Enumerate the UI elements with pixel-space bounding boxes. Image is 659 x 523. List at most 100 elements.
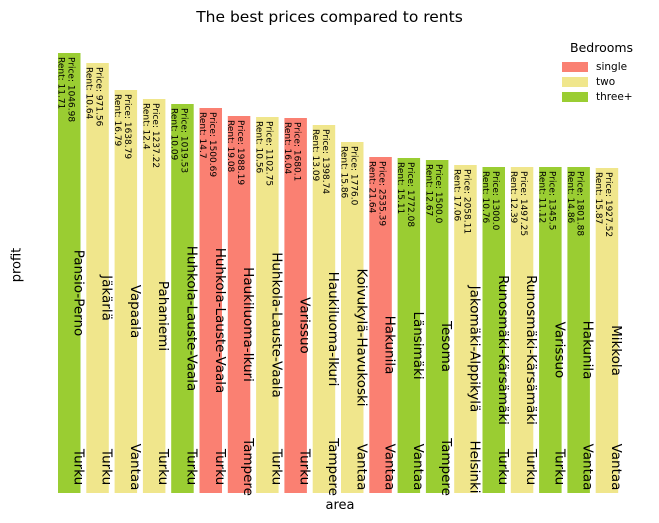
price-label: Price: 1300.0 xyxy=(490,171,500,231)
bar xyxy=(86,63,109,493)
legend-item: single xyxy=(562,59,652,74)
bar-price-rent-label: Price: 1398.74Rent: 13.09 xyxy=(310,129,330,194)
price-label: Price: 1345.5 xyxy=(546,171,556,230)
bar-area-label: Mikkola xyxy=(608,325,624,376)
price-label: Price: 971.56 xyxy=(94,67,104,127)
bar-city-label: Vantaa xyxy=(608,444,624,491)
bar-city-label: Vantaa xyxy=(127,444,143,491)
price-label: Price: 1776.0 xyxy=(348,146,358,206)
bar-price-rent-label: Price: 1927.52Rent: 15.87 xyxy=(593,172,613,237)
price-label: Price: 1927.52 xyxy=(603,172,613,237)
bar xyxy=(567,167,590,493)
bar xyxy=(454,165,477,493)
rent-label: Rent: 17.06 xyxy=(452,169,462,222)
rent-label: Rent: 13.09 xyxy=(310,129,320,182)
bar-group: Price: 1345.5Rent: 11.12 Varissuo Turku xyxy=(536,167,567,493)
bar xyxy=(595,168,619,493)
bar xyxy=(58,53,81,493)
legend-item: two xyxy=(562,74,652,89)
rent-label: Rent: 21.64 xyxy=(367,161,377,214)
bar-city-label: Turku xyxy=(268,448,284,485)
rent-label: Rent: 16.79 xyxy=(112,94,122,147)
bar-area-label: Huhkola-Lauste-Vaala xyxy=(268,252,284,398)
price-label: Price: 1019.53 xyxy=(179,108,189,173)
bar-city-label: Vantaa xyxy=(580,444,596,491)
price-label: Price: 1102.75 xyxy=(263,121,273,186)
bar-city-label: Turku xyxy=(551,448,567,485)
bar-group: Price: 1237.22Rent: 12.4 Pahaniemi Turku xyxy=(140,99,171,493)
bar-area-label: Haukiluoma-Ikuri xyxy=(325,272,341,387)
price-label: Price: 1046.98 xyxy=(65,57,75,122)
bar-group: Price: 1500.0Rent: 12.67 Tesoma Tampere xyxy=(423,160,454,496)
price-label: Price: 2535.39 xyxy=(377,161,387,226)
bar-price-rent-label: Price: 1988.19Rent: 19.08 xyxy=(225,120,245,185)
bar-group: Price: 1772.08Rent: 15.11 Länsimäki Vantaa xyxy=(395,158,426,493)
bar-group: Price: 1927.52Rent: 15.87 Mikkola Vantaa xyxy=(593,168,624,493)
bar-city-label: Tampere xyxy=(325,437,341,496)
rent-label: Rent: 15.87 xyxy=(593,172,603,224)
bar-area-label: Jakomäki-Alppikylä xyxy=(466,285,482,413)
bar-price-rent-label: Price: 1345.5Rent: 11.12 xyxy=(536,171,556,230)
bar xyxy=(369,157,392,493)
price-label: Price: 1500.0 xyxy=(433,164,443,224)
rent-label: Rent: 16.04 xyxy=(282,122,292,175)
bar xyxy=(171,104,194,493)
rent-label: Rent: 14.86 xyxy=(565,171,575,224)
x-axis-label: area xyxy=(325,498,355,513)
bar-area-label: Hakunila xyxy=(382,316,398,375)
bar-price-rent-label: Price: 1680.1Rent: 16.04 xyxy=(282,122,302,181)
bar xyxy=(341,142,364,493)
bar-area-label: Hakunila xyxy=(580,321,596,380)
bar-area-label: Varissuo xyxy=(551,322,567,379)
bar xyxy=(397,158,421,493)
bar-price-rent-label: Price: 1046.98Rent: 11.71 xyxy=(55,57,75,122)
bar xyxy=(284,118,307,493)
bar-price-rent-label: Price: 1772.08Rent: 15.11 xyxy=(395,162,415,227)
bar-group: Price: 1638.79Rent: 16.79 Vapaala Vantaa xyxy=(112,90,143,493)
legend-item: three+ xyxy=(562,89,652,104)
price-label: Price: 1398.74 xyxy=(320,129,330,194)
rent-label: Rent: 12.4 xyxy=(140,103,150,150)
bar-group: Price: 1801.88Rent: 14.86 Hakunila Vantaa xyxy=(565,167,596,493)
bar-group: Price: 1500.69Rent: 14.7 Huhkola-Lauste-V… xyxy=(197,108,228,493)
bar xyxy=(142,99,166,493)
rent-label: Rent: 15.86 xyxy=(338,146,348,199)
bar-price-rent-label: Price: 1019.53Rent: 10.09 xyxy=(169,108,189,173)
price-label: Price: 1500.69 xyxy=(207,112,217,177)
bar-area-label: Jäkärlä xyxy=(99,274,115,321)
bar-city-label: Turku xyxy=(212,448,228,485)
bar-area-label: Runosmäki-Kärsämäki xyxy=(495,275,511,425)
legend-swatch-three-plus xyxy=(562,91,588,102)
price-label: Price: 1497.25 xyxy=(518,171,528,236)
bar-group: Price: 2058.11Rent: 17.06 Jakomäki-Alppik… xyxy=(452,165,482,494)
bar-price-rent-label: Price: 1638.79Rent: 16.79 xyxy=(112,94,132,159)
bar-group: Price: 1497.25Rent: 12.39 Runosmäki-Kärsä… xyxy=(508,167,539,493)
rent-label: Rent: 19.08 xyxy=(225,120,235,173)
bar-area-label: Pansio-Perno xyxy=(70,250,86,337)
chart-title: The best prices compared to rents xyxy=(196,8,463,26)
rent-label: Rent: 10.64 xyxy=(84,67,94,120)
bar xyxy=(199,108,222,493)
bar xyxy=(482,167,505,493)
bar-group: Price: 1046.98Rent: 11.71 Pansio-Perno Tur… xyxy=(55,53,86,493)
bar-city-label: Turku xyxy=(495,448,511,485)
rent-label: Rent: 14.7 xyxy=(197,112,207,159)
bar xyxy=(312,125,336,493)
bar-price-rent-label: Price: 1500.0Rent: 12.67 xyxy=(423,164,443,224)
bar-city-label: Vantaa xyxy=(382,444,398,491)
bar-area-label: Länsimäki xyxy=(410,311,426,379)
bar-group: Price: 1019.53Rent: 10.09 Huhkola-Lauste-… xyxy=(169,104,199,493)
price-label: Price: 1772.08 xyxy=(405,162,415,227)
bar xyxy=(256,117,279,493)
bar-price-rent-label: Price: 1801.88Rent: 14.86 xyxy=(565,171,585,236)
rent-label: Rent: 11.12 xyxy=(536,171,546,223)
bar-city-label: Turku xyxy=(155,448,171,485)
rent-label: Rent: 11.71 xyxy=(55,57,65,109)
legend-swatch-single xyxy=(562,61,588,72)
legend-title: Bedrooms xyxy=(570,40,634,55)
bar-city-label: Turku xyxy=(523,448,539,485)
price-label: Price: 1988.19 xyxy=(235,120,245,185)
bar xyxy=(510,167,534,493)
